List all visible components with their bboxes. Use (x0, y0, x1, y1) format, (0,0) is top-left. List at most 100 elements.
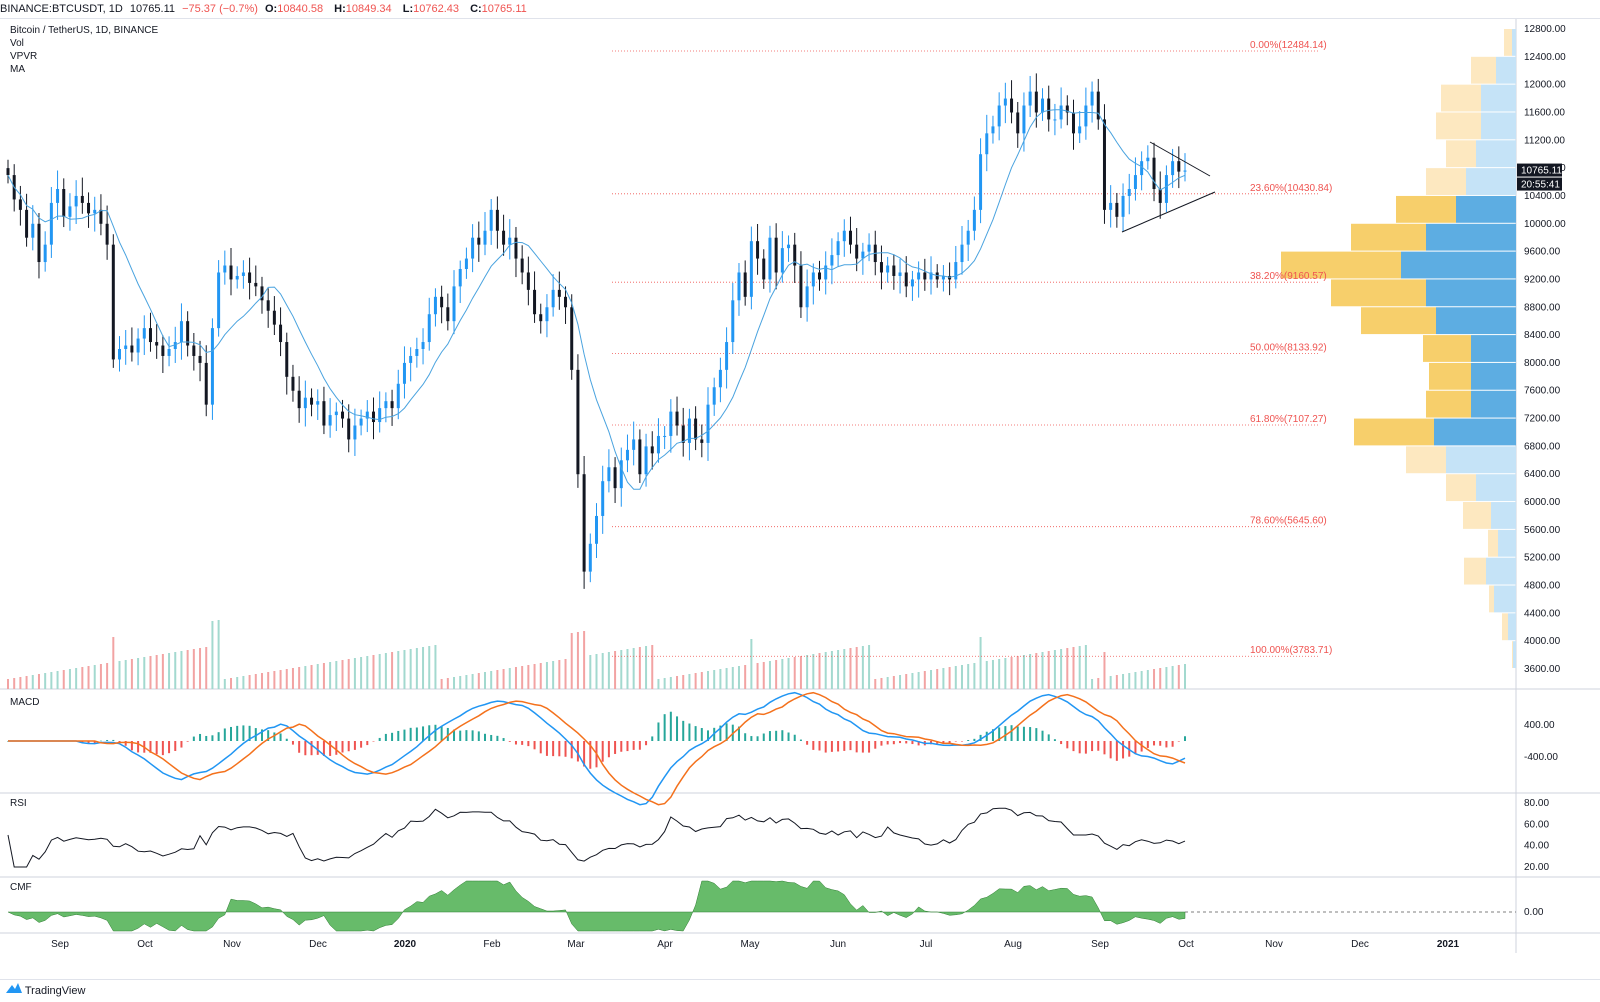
fib-level-label: 78.60%(5645.60) (1250, 516, 1327, 527)
volume-bar (707, 671, 710, 689)
volume-bar (322, 663, 325, 689)
volume-bar (477, 673, 480, 689)
candle-body (774, 237, 778, 273)
candle-body (780, 248, 784, 273)
price-axis-label: 12800.00 (1524, 24, 1566, 35)
macd-indicator (7, 691, 1186, 806)
volume-bar (1010, 657, 1013, 689)
macd-histogram-bar (254, 728, 257, 741)
macd-histogram-bar (347, 741, 350, 752)
candle-body (756, 241, 760, 259)
volume-bar (663, 678, 666, 689)
fibonacci-retracement[interactable]: 0.00%(12484.14) 23.60%(10430.84) 38.20%(91… (612, 40, 1332, 657)
volume-bar (880, 678, 883, 689)
macd-histogram-bar (737, 726, 740, 741)
volume-bar (700, 672, 703, 689)
volume-bar (409, 649, 412, 689)
macd-histogram-bar (998, 727, 1001, 741)
macd-histogram-bar (967, 740, 970, 741)
macd-histogram-bar (267, 730, 270, 741)
cmf-pane-label[interactable]: CMF (10, 882, 32, 893)
price-axis-label: 6000.00 (1524, 497, 1561, 508)
fib-level-label: 0.00%(12484.14) (1250, 40, 1327, 51)
volume-bar (1146, 670, 1149, 689)
volume-bar (291, 668, 294, 689)
candle-body (217, 272, 221, 329)
candle-body (440, 296, 444, 308)
macd-histogram-bar (830, 741, 833, 752)
candle-body (551, 289, 555, 308)
volume-bar (657, 679, 660, 689)
candle-body (824, 265, 828, 280)
candle-body (601, 481, 605, 516)
legend-study-vpvr[interactable]: VPVR (10, 51, 38, 62)
open-value: 10840.58 (277, 3, 324, 15)
vp-row-down (1441, 84, 1481, 112)
chart-canvas[interactable]: 0.00%(12484.14) 23.60%(10430.84) 38.20%(91… (0, 19, 1600, 979)
volume-bar (68, 669, 71, 689)
macd-histogram-bar (694, 726, 697, 741)
macd-pane-label[interactable]: MACD (10, 697, 40, 708)
macd-histogram-bar (539, 741, 542, 754)
macd-histogram-bar (892, 741, 895, 745)
last-price-value: 10765.11 (129, 3, 175, 15)
volume-bar (818, 653, 821, 689)
tradingview-brand-label[interactable]: TradingView (24, 985, 86, 997)
volume-bar (651, 645, 654, 689)
volume-bar (186, 650, 189, 689)
fib-level-label: 100.00%(3783.71) (1250, 645, 1332, 656)
price-axis[interactable]: 12800.00 12400.00 12000.00 11600.00 11200.00… (1524, 24, 1566, 918)
volume-bar (1041, 652, 1044, 689)
price-axis-label: 8000.00 (1524, 358, 1561, 369)
volume-bar (719, 669, 722, 689)
volume-bar (192, 649, 195, 689)
volume-bar (632, 648, 635, 689)
tradingview-logo-icon[interactable] (6, 980, 22, 1002)
vp-row-down (1446, 140, 1476, 168)
macd-histogram-bar (620, 741, 623, 752)
volume-bar (725, 668, 728, 689)
volume-bar (936, 669, 939, 689)
volume-bar (279, 670, 282, 689)
volume-bar (353, 658, 356, 689)
macd-histogram-bar (824, 741, 827, 753)
candle-body (347, 418, 351, 440)
candle-body (37, 223, 41, 263)
volume-bar (310, 665, 313, 689)
macd-histogram-bar (1097, 741, 1100, 751)
vp-row-down (1489, 585, 1494, 613)
time-axis[interactable]: Sep Oct Nov Dec 2020 Feb Mar Apr May Jun Jul Aug Sep… (51, 939, 1459, 950)
triangle-pattern-drawing[interactable] (1121, 141, 1216, 233)
legend-study-ma[interactable]: MA (10, 64, 25, 75)
macd-histogram-bar (700, 728, 703, 741)
time-axis-label: Oct (1178, 939, 1194, 950)
volume-bar (87, 666, 90, 689)
candle-body (787, 244, 791, 249)
macd-histogram-bar (942, 741, 945, 743)
volume-bar (217, 620, 220, 689)
time-axis-label: Sep (1091, 939, 1109, 950)
candle-body (681, 425, 685, 443)
symbol-label[interactable]: BINANCE:BTCUSDT, 1D (0, 3, 123, 15)
vp-row-up (1456, 195, 1516, 223)
macd-histogram-bar (1103, 741, 1106, 755)
candle-body (1096, 91, 1100, 120)
chart-legend-title[interactable]: Bitcoin / TetherUS, 1D, BINANCE (10, 25, 159, 36)
macd-histogram-bar (576, 741, 579, 762)
macd-histogram-bar (1153, 741, 1156, 746)
volume-bar (954, 666, 957, 689)
volume-bar (1047, 651, 1050, 689)
candle-body (985, 133, 989, 155)
macd-histogram-bar (118, 741, 121, 743)
volume-bar (960, 665, 963, 689)
vp-row-down (1464, 557, 1486, 585)
macd-histogram-bar (985, 731, 988, 741)
macd-histogram-bar (260, 729, 263, 741)
legend-study-vol[interactable]: Vol (10, 38, 24, 49)
vp-row-up (1466, 168, 1516, 195)
rsi-pane-label[interactable]: RSI (10, 798, 27, 809)
macd-histogram-bar (99, 740, 102, 742)
candle-body (427, 314, 431, 343)
macd-histogram-bar (403, 729, 406, 741)
macd-histogram-bar (465, 730, 468, 741)
